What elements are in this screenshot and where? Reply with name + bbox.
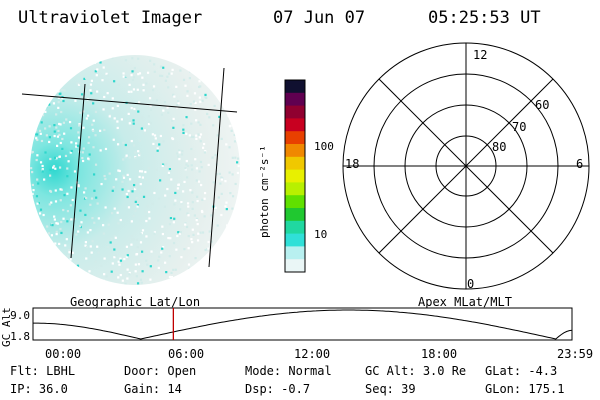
info-value: 39	[401, 382, 416, 396]
info-label: Seq:	[365, 382, 394, 396]
info-label: GLat:	[485, 364, 522, 378]
orbit-y-min: 1.8	[10, 330, 30, 343]
info-value: LBHL	[46, 364, 76, 378]
grid-line	[208, 67, 225, 268]
colorbar-segment	[285, 182, 305, 196]
info-value: 175.1	[528, 382, 565, 396]
time-tick-0: 00:00	[45, 347, 82, 361]
colorbar-unit-label: photon cm⁻²s⁻¹	[258, 145, 271, 238]
info-label: Gain:	[124, 382, 161, 396]
info-gain: Gain: 14	[124, 382, 182, 396]
colorbar-segment	[285, 233, 305, 247]
time-label: 05:25:53 UT	[428, 8, 541, 28]
mlt-label-18: 18	[345, 157, 360, 171]
info-value: -4.3	[528, 364, 558, 378]
colorbar	[284, 79, 306, 273]
colorbar-segment	[285, 220, 305, 235]
date-label: 07 Jun 07	[273, 8, 366, 28]
info-label: Door:	[124, 364, 161, 378]
colorbar-segment	[285, 208, 305, 222]
time-tick-2: 12:00	[294, 347, 331, 361]
colorbar-segment	[285, 195, 305, 209]
info-label: Dsp:	[245, 382, 274, 396]
info-value: -0.7	[281, 382, 311, 396]
grid-line	[21, 93, 238, 113]
info-dsp: Dsp: -0.7	[245, 382, 310, 396]
colorbar-segment	[285, 144, 305, 158]
mlt-label-6: 6	[576, 157, 584, 171]
info-label: GC Alt:	[365, 364, 416, 378]
geographic-caption: Geographic Lat/Lon	[70, 295, 201, 309]
time-tick-1: 06:00	[168, 347, 205, 361]
info-mode: Mode: Normal	[245, 364, 332, 378]
time-tick-3: 18:00	[421, 347, 458, 361]
lat-label-60: 60	[535, 98, 550, 112]
info-label: Mode:	[245, 364, 282, 378]
info-door: Door: Open	[124, 364, 196, 378]
info-flt: Flt: LBHL	[10, 364, 75, 378]
info-value: 36.0	[38, 382, 68, 396]
apex-caption: Apex MLat/MLT	[418, 295, 512, 309]
colorbar-tick-10: 10	[314, 228, 328, 241]
time-tick-4: 23:59	[557, 347, 594, 361]
polar-grid	[342, 42, 590, 290]
colorbar-segment	[285, 80, 305, 94]
lat-label-80: 80	[492, 140, 507, 154]
colorbar-tick-100: 100	[314, 140, 334, 153]
colorbar-segment	[285, 169, 305, 183]
colorbar-segment	[285, 105, 305, 119]
earth-image	[21, 55, 240, 285]
info-value: Normal	[288, 364, 332, 378]
orbit-plot	[32, 307, 573, 341]
lat-label-70: 70	[512, 120, 527, 134]
info-ip: IP: 36.0	[10, 382, 68, 396]
colorbar-segment	[285, 156, 305, 171]
mlt-label-12: 12	[473, 48, 488, 62]
colorbar-segment	[285, 92, 305, 107]
grid-line	[70, 83, 86, 259]
colorbar-segment	[285, 259, 305, 273]
info-label: Flt:	[10, 364, 39, 378]
info-seq: Seq: 39	[365, 382, 416, 396]
info-value: 3.0 Re	[422, 364, 467, 378]
info-gc-alt: GC Alt: 3.0 Re	[365, 364, 466, 378]
info-label: IP:	[10, 382, 32, 396]
orbit-y-max: 9.0	[10, 309, 30, 322]
colorbar-segment	[285, 118, 305, 132]
info-label: GLon:	[485, 382, 522, 396]
info-value: 14	[167, 382, 182, 396]
info-glon: GLon: 175.1	[485, 382, 564, 396]
mlt-label-0: 0	[467, 277, 475, 291]
colorbar-segment	[285, 246, 305, 260]
instrument-title: Ultraviolet Imager	[18, 8, 203, 28]
info-value: Open	[167, 364, 197, 378]
info-glat: GLat: -4.3	[485, 364, 557, 378]
colorbar-segment	[285, 131, 305, 145]
